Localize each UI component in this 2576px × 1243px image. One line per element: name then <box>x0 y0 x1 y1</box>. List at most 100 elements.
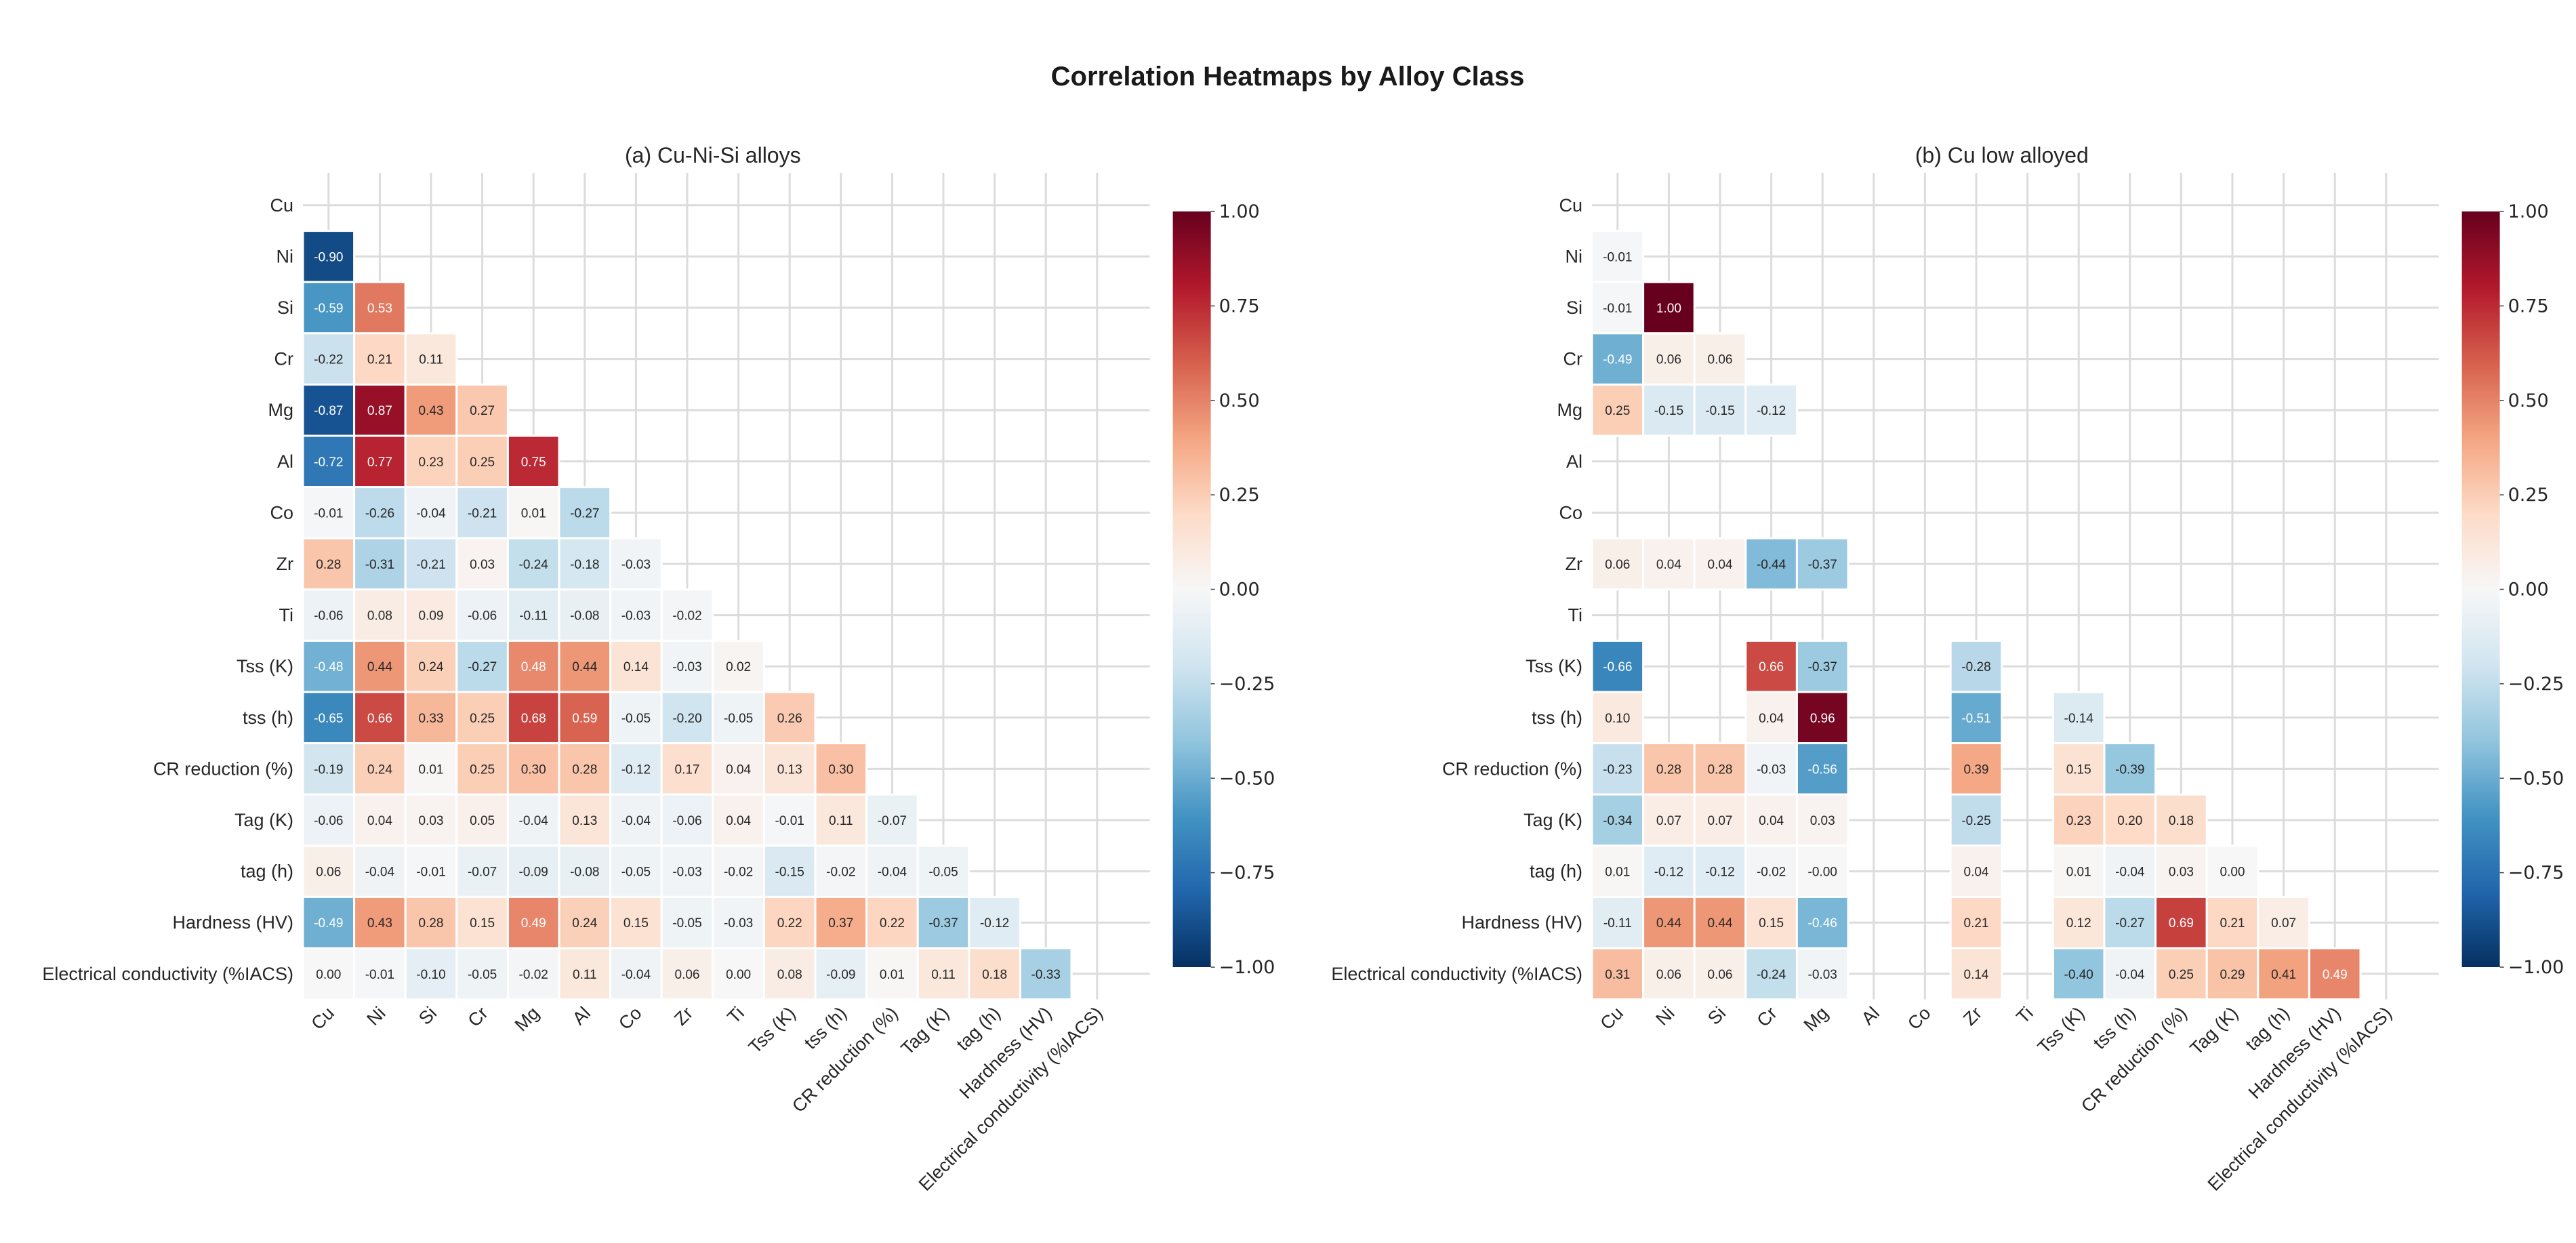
y-tick-label: Cr <box>274 349 294 369</box>
heatmap-cell <box>1795 742 1849 796</box>
heatmap-cell <box>660 588 714 642</box>
cell-value-label: -0.06 <box>672 814 701 828</box>
y-tick-label: Electrical conductivity (%IACS) <box>1331 964 1582 984</box>
cell-value-label: 0.20 <box>2117 814 2142 828</box>
y-tick-label: Tss (K) <box>237 656 293 676</box>
heatmap-cell <box>455 947 509 1001</box>
heatmap-cell <box>1591 639 1645 693</box>
cell-value-label: 0.04 <box>1759 712 1784 726</box>
cell-value-label: -0.01 <box>365 968 394 982</box>
cell-value-label: -0.00 <box>1808 865 1837 880</box>
cell-value-label: -0.59 <box>314 302 343 316</box>
heatmap-cell <box>865 947 919 1001</box>
heatmap-cell <box>2257 895 2310 950</box>
heatmap-cell <box>1642 742 1696 796</box>
y-tick-label: Ni <box>1566 246 1583 266</box>
x-tick-label: Cu <box>307 1003 338 1034</box>
colorbar-tick-label: 0.00 <box>1219 579 1260 600</box>
colorbar-tick-label: −0.75 <box>2508 863 2564 884</box>
cell-value-label: -0.26 <box>365 506 394 521</box>
cell-value-label: -0.28 <box>1961 660 1990 674</box>
y-tick-label: Si <box>277 298 293 318</box>
cell-value-label: -0.37 <box>1808 558 1837 572</box>
heatmap-cell <box>2103 844 2157 898</box>
x-tick-label: Ti <box>723 1003 748 1027</box>
heatmap-cell <box>1795 947 1849 1001</box>
cell-value-label: -0.08 <box>570 609 599 624</box>
cell-value-label: -0.12 <box>980 916 1009 931</box>
heatmap-cell <box>1693 895 1747 950</box>
heatmap-cell <box>455 588 509 642</box>
cell-value-label: 0.11 <box>829 814 853 828</box>
cell-value-label: 0.03 <box>2169 865 2194 880</box>
cell-value-label: 0.07 <box>2271 916 2296 931</box>
heatmap-cell <box>1693 947 1747 1001</box>
cell-value-label: 0.17 <box>675 762 700 777</box>
heatmap-cell <box>2103 742 2157 796</box>
cell-value-label: -0.01 <box>416 865 445 880</box>
heatmap-cell <box>558 486 612 539</box>
cell-value-label: 0.28 <box>316 558 341 572</box>
cell-value-label: 0.03 <box>1810 814 1835 828</box>
colorbar-tick-label: −1.00 <box>2508 957 2564 978</box>
cell-value-label: 0.04 <box>1708 558 1733 572</box>
heatmap-cell <box>558 588 612 642</box>
cell-value-label: 0.26 <box>777 712 802 726</box>
heatmap-cell <box>1795 793 1849 847</box>
cell-value-label: 0.30 <box>828 762 853 777</box>
cell-value-label: -0.56 <box>1808 762 1837 777</box>
heatmap-cell <box>1642 537 1696 591</box>
cell-value-label: -0.48 <box>314 660 343 674</box>
cell-value-label: -0.21 <box>468 506 497 521</box>
heatmap-cell <box>404 691 458 745</box>
x-tick-label: Zr <box>1959 1003 1986 1030</box>
cell-value-label: -0.51 <box>1961 712 1990 726</box>
cell-value-label: -0.04 <box>621 814 651 828</box>
y-tick-label: Tss (K) <box>1526 656 1582 676</box>
x-tick-label: Mg <box>511 1003 544 1036</box>
x-tick-label: Al <box>569 1003 594 1029</box>
heatmap-cell <box>1744 691 1798 745</box>
cell-value-label: 0.25 <box>2169 968 2194 982</box>
cell-value-label: -0.03 <box>1757 762 1786 777</box>
heatmap-cell <box>1949 844 2003 898</box>
heatmap-cell <box>2103 947 2157 1001</box>
cell-value-label: 0.08 <box>777 968 802 982</box>
cell-value-label: 0.00 <box>2220 865 2245 880</box>
heatmap-cell <box>1949 793 2003 847</box>
cell-value-label: 0.30 <box>521 762 546 777</box>
heatmap-cell <box>762 844 817 898</box>
y-tick-label: CR reduction (%) <box>1442 758 1582 779</box>
heatmap-cell <box>302 281 356 335</box>
cell-value-label: -0.15 <box>1654 404 1683 418</box>
y-tick-label: Co <box>270 502 293 523</box>
colorbar-tick-label: 1.00 <box>1219 201 1260 222</box>
cell-value-label: 0.18 <box>2169 814 2194 828</box>
heatmap-cell <box>404 639 458 693</box>
cell-value-label: 0.44 <box>1656 916 1681 931</box>
heatmap-cell <box>302 537 356 591</box>
heatmap-cell <box>455 383 509 437</box>
cell-value-label: 0.09 <box>419 609 444 624</box>
cell-value-label: 0.69 <box>2169 916 2194 931</box>
cell-value-label: -0.23 <box>1603 762 1632 777</box>
colorbar-tick-label: 0.50 <box>2508 390 2549 411</box>
cell-value-label: -0.10 <box>416 968 445 982</box>
y-tick-label: Zr <box>1566 554 1582 574</box>
heatmap-cell <box>609 947 663 1001</box>
heatmap-panel-a: (a) Cu-Ni-Si alloys -0.90 -0.59 0.53 -0.22 0.… <box>42 143 1275 1195</box>
heatmap-cell <box>1591 383 1645 437</box>
cell-value-label: 0.43 <box>367 916 392 931</box>
heatmap-cell <box>916 844 970 898</box>
cell-value-label: -0.37 <box>928 916 958 931</box>
cell-value-label: 0.23 <box>2066 814 2091 828</box>
cell-value-label: 0.03 <box>470 558 495 572</box>
cell-value-label: 0.07 <box>1708 814 1733 828</box>
cell-value-label: -0.22 <box>314 353 343 367</box>
heatmap-panel-b: (b) Cu low alloyed -0.01 -0.01 1.00 -0.49 0.0… <box>1331 143 2564 1195</box>
cell-value-label: -0.05 <box>621 865 651 880</box>
heatmap-cell <box>1591 793 1645 847</box>
cell-value-label: -0.09 <box>826 968 855 982</box>
x-tick-label: Ti <box>2012 1003 2037 1027</box>
colorbar-tick-label: 0.25 <box>2508 485 2549 506</box>
